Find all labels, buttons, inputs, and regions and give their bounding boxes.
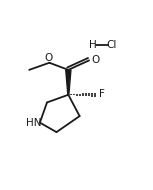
Text: O: O <box>91 55 100 65</box>
Text: Cl: Cl <box>106 40 117 50</box>
Text: O: O <box>45 53 53 63</box>
Polygon shape <box>66 70 71 95</box>
Text: F: F <box>99 89 104 99</box>
Text: H: H <box>89 40 97 50</box>
Text: HN: HN <box>26 118 41 128</box>
